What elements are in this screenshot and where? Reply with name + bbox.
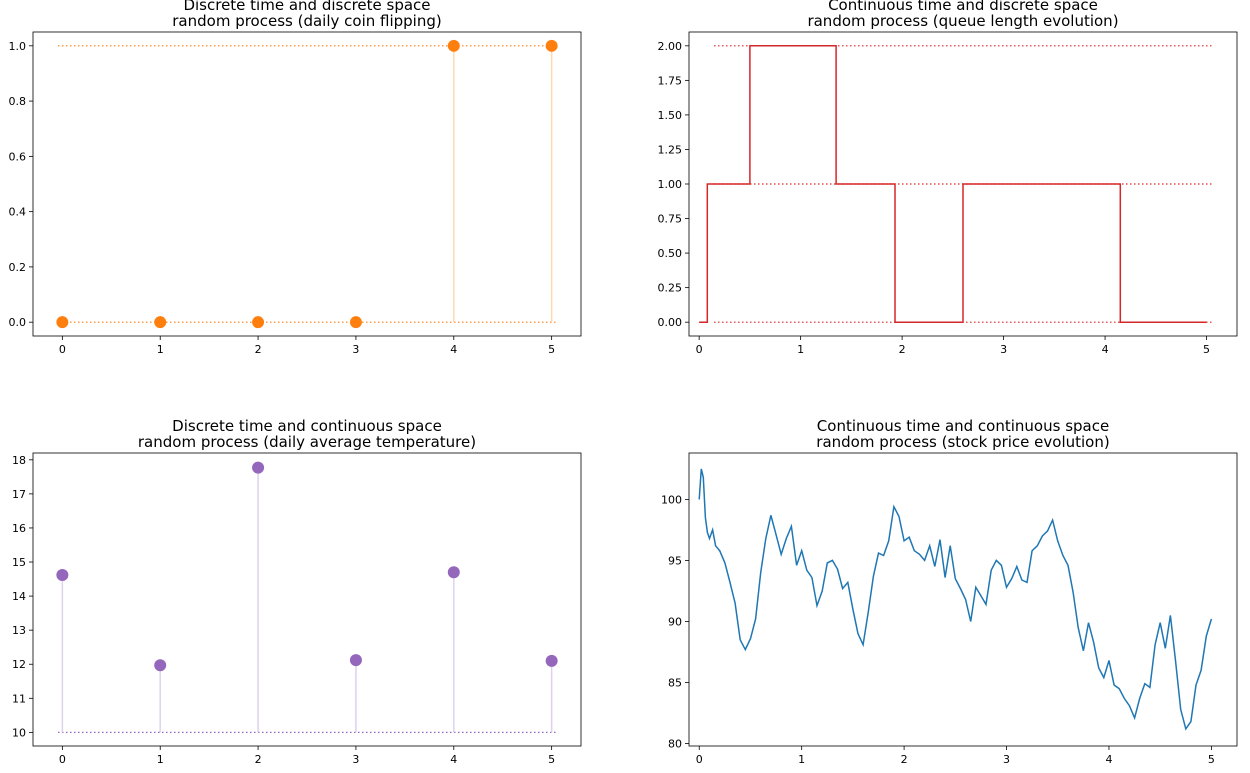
y-tick-label: 1.25	[658, 143, 683, 156]
x-tick-label: 4	[450, 343, 457, 356]
y-tick-label: 13	[12, 624, 26, 637]
data-point	[349, 316, 362, 329]
data-point	[349, 654, 362, 667]
x-tick-label: 2	[901, 753, 908, 766]
y-tick-label: 2.00	[658, 40, 683, 53]
y-tick-label: 17	[12, 488, 26, 501]
y-tick-label: 0.25	[658, 282, 683, 295]
data-point	[154, 316, 167, 329]
x-tick-label: 3	[352, 753, 359, 766]
chart-title-line: Discrete time and discrete space	[183, 0, 430, 14]
y-tick-label: 16	[12, 522, 26, 535]
y-tick-label: 95	[668, 554, 682, 567]
x-tick-label: 1	[798, 753, 805, 766]
x-tick-label: 4	[450, 753, 457, 766]
x-tick-label: 5	[1208, 753, 1215, 766]
y-tick-label: 85	[668, 677, 682, 690]
x-tick-label: 0	[59, 753, 66, 766]
y-tick-label: 100	[661, 493, 682, 506]
x-tick-label: 3	[1000, 343, 1007, 356]
y-tick-label: 80	[668, 738, 682, 751]
y-tick-label: 0.4	[9, 206, 27, 219]
series-line	[698, 468, 1213, 731]
y-tick-label: 14	[12, 590, 26, 603]
chart-title-line: random process (stock price evolution)	[816, 433, 1109, 451]
y-tick-label: 15	[12, 556, 26, 569]
axes-frame	[32, 452, 582, 747]
data-point	[56, 316, 69, 329]
data-point	[545, 39, 558, 52]
chart-title-line: Continuous time and discrete space	[828, 0, 1098, 14]
x-tick-label: 2	[255, 343, 262, 356]
axes-frame	[32, 31, 582, 337]
chart-title-line: random process (daily coin flipping)	[172, 12, 441, 30]
x-tick-label: 2	[899, 343, 906, 356]
y-tick-label: 1.75	[658, 74, 683, 87]
y-tick-label: 0.2	[9, 261, 27, 274]
y-tick-label: 0.75	[658, 213, 683, 226]
x-tick-label: 5	[548, 753, 555, 766]
x-tick-label: 1	[157, 343, 164, 356]
x-tick-label: 0	[696, 753, 703, 766]
data-point	[447, 566, 460, 579]
data-point	[252, 461, 265, 474]
data-point	[447, 39, 460, 52]
y-tick-label: 0.8	[9, 95, 27, 108]
data-point	[56, 568, 69, 581]
x-tick-label: 4	[1105, 753, 1112, 766]
y-tick-label: 0.0	[9, 316, 27, 329]
data-point	[252, 316, 265, 329]
x-tick-label: 4	[1102, 343, 1109, 356]
x-tick-label: 0	[696, 343, 703, 356]
chart-title-line: random process (queue length evolution)	[807, 12, 1118, 30]
x-tick-label: 1	[157, 753, 164, 766]
x-tick-label: 5	[548, 343, 555, 356]
data-point	[154, 659, 167, 672]
x-tick-label: 3	[352, 343, 359, 356]
panel-2: Continuous time and discrete spacerandom…	[658, 0, 1238, 356]
y-tick-label: 11	[12, 692, 26, 705]
y-tick-label: 90	[668, 615, 682, 628]
chart-title-line: Continuous time and continuous space	[817, 417, 1109, 435]
y-tick-label: 12	[12, 658, 26, 671]
panel-3: Discrete time and continuous spacerandom…	[12, 417, 582, 766]
data-point	[545, 654, 558, 667]
x-tick-label: 1	[797, 343, 804, 356]
chart-title-line: random process (daily average temperatur…	[138, 433, 476, 451]
y-tick-label: 1.0	[9, 40, 27, 53]
x-tick-label: 0	[59, 343, 66, 356]
y-tick-label: 0.00	[658, 316, 683, 329]
axes-frame	[688, 452, 1238, 747]
panel-4: Continuous time and continuous spacerand…	[661, 417, 1238, 766]
y-tick-label: 1.50	[658, 109, 683, 122]
y-tick-label: 18	[12, 454, 26, 467]
x-tick-label: 3	[1003, 753, 1010, 766]
x-tick-label: 5	[1203, 343, 1210, 356]
series-line	[699, 45, 1207, 323]
x-tick-label: 2	[255, 753, 262, 766]
y-tick-label: 1.00	[658, 178, 683, 191]
y-tick-label: 0.50	[658, 247, 683, 260]
chart-title-line: Discrete time and continuous space	[172, 417, 442, 435]
y-tick-label: 0.6	[9, 150, 27, 163]
y-tick-label: 10	[12, 726, 26, 739]
